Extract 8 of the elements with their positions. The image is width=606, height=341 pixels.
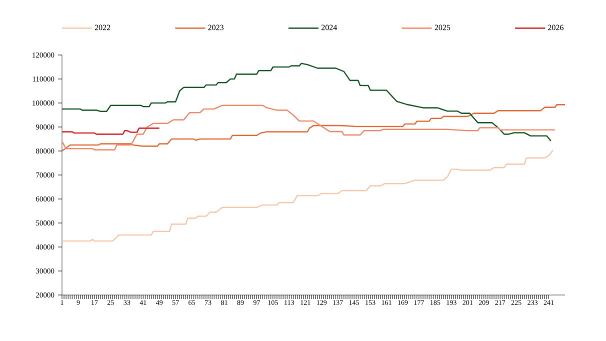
legend-label: 2026 — [548, 24, 564, 30]
legend-label: 2024 — [321, 24, 338, 30]
line-series — [62, 128, 160, 135]
legend-label: 2025 — [434, 24, 450, 30]
legend-label: 2023 — [208, 24, 224, 30]
line-series — [62, 150, 554, 242]
legend-label: 2022 — [94, 24, 110, 30]
line-series — [62, 62, 552, 142]
